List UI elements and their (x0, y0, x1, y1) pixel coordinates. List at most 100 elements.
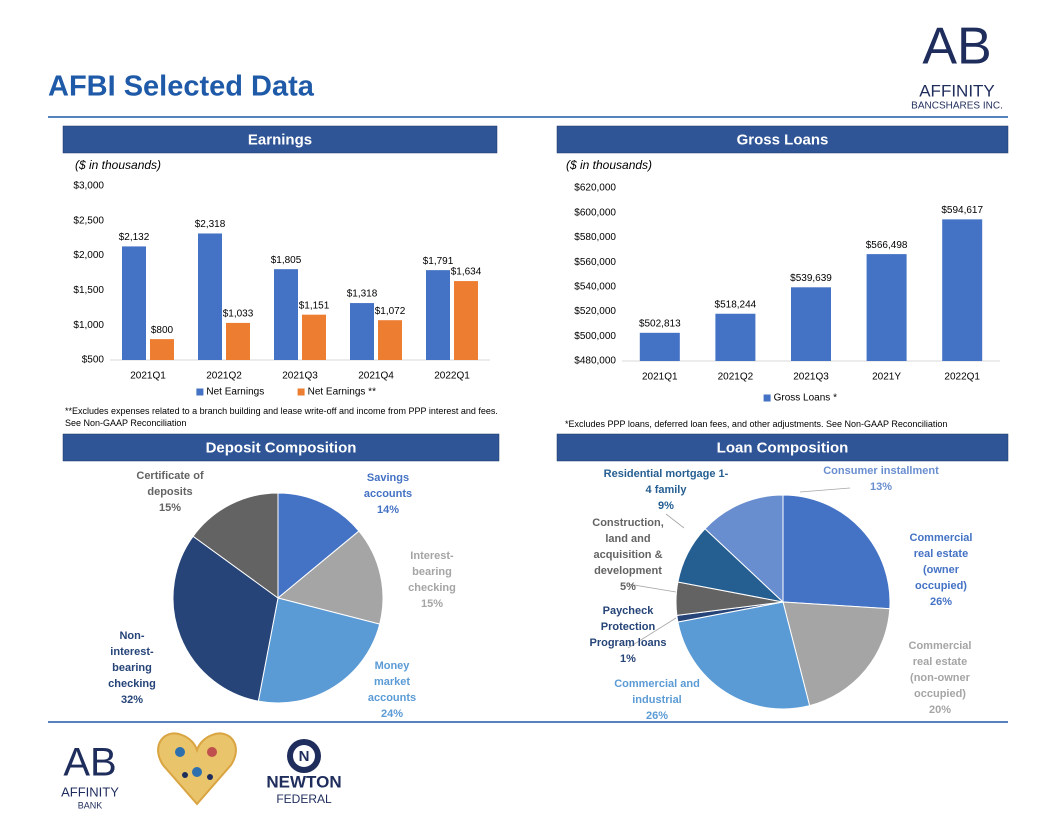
value-label: $502,813 (639, 318, 681, 329)
value-label: $2,318 (195, 219, 226, 230)
slice-value: 15% (420, 598, 444, 610)
x-tick-label: 2021Q3 (793, 372, 829, 383)
icon (182, 772, 188, 778)
slice-value: 5% (620, 581, 636, 593)
value-label: $1,805 (271, 255, 302, 266)
value-label: $1,033 (223, 309, 254, 320)
logo-sub: BANCSHARES INC. (911, 101, 1003, 112)
slice-value: 26% (645, 710, 669, 722)
bar (302, 314, 326, 360)
x-tick-label: 2021Q2 (718, 372, 754, 383)
y-tick-label: $500 (82, 355, 105, 366)
slice-value: 14% (376, 504, 400, 516)
slice-value: 32% (120, 694, 144, 706)
value-label: $518,244 (715, 299, 757, 310)
bar (198, 233, 222, 360)
page-title: AFBI Selected Data (48, 71, 315, 103)
slice-name: Commercial real estate (owner occupied) (909, 532, 973, 592)
bar (942, 219, 983, 361)
logo-name: NEWTON (266, 772, 341, 791)
section-title: Deposit Composition (206, 439, 357, 456)
x-tick-label: 2021Q3 (282, 371, 318, 382)
x-tick-label: 2021Q1 (642, 372, 678, 383)
pie-slice (192, 492, 279, 599)
section-title: Gross Loans (737, 131, 829, 148)
value-label: $594,617 (941, 205, 983, 216)
bar (378, 320, 402, 360)
slice-label: Non-interest-bearing checking 32% (102, 628, 162, 708)
pie-slice (277, 492, 360, 600)
bar (639, 332, 680, 361)
x-tick-label: 2022Q1 (434, 371, 470, 382)
logo-mark: N (299, 748, 310, 765)
section-header (556, 433, 1009, 462)
y-tick-label: $620,000 (574, 183, 616, 194)
legend-label: Net Earnings ** (308, 387, 376, 398)
slice-value: 15% (158, 502, 182, 514)
y-tick-label: $1,000 (73, 320, 104, 331)
slice-value: 20% (928, 704, 952, 716)
leader-line (627, 617, 677, 649)
slice-label: Money market accounts 24% (362, 658, 422, 722)
value-label: $1,634 (451, 267, 482, 278)
value-label: $1,791 (423, 256, 454, 267)
pie-slice (257, 597, 381, 704)
slice-name: Interest-bearing checking (408, 550, 456, 594)
value-label: $539,639 (790, 273, 832, 284)
leader-line (627, 583, 677, 593)
bar (226, 322, 250, 360)
slice-name: Commercial real estate (non-owner occupi… (908, 640, 972, 700)
pie-slice (276, 530, 384, 625)
y-tick-label: $560,000 (574, 257, 616, 268)
slice-name: Construction, land and acquisition & dev… (592, 517, 664, 577)
x-tick-label: 2022Q1 (944, 372, 980, 383)
section-header (556, 125, 1009, 154)
slice-name: Certificate of deposits (136, 470, 204, 498)
bar (715, 313, 756, 361)
bar (454, 281, 478, 360)
logo-sub: BANK (78, 800, 103, 810)
legend-label: Gross Loans * (774, 393, 837, 404)
y-tick-label: $500,000 (574, 331, 616, 342)
icon (207, 747, 217, 757)
slice-label: Certificate of deposits 15% (130, 468, 210, 516)
legend-swatch (763, 394, 771, 402)
slice-label: Residential mortgage 1-4 family 9% (601, 466, 731, 514)
y-tick-label: $3,000 (73, 181, 104, 192)
pie-slice (704, 494, 784, 604)
slice-label: Commercial real estate (owner occupied) 2… (906, 530, 976, 610)
slice-value: 26% (929, 596, 953, 608)
logo-name: AFFINITY (919, 81, 995, 100)
slice-name: Commercial and industrial (614, 678, 700, 706)
icon (207, 774, 213, 780)
x-tick-label: 2021Y (872, 372, 901, 383)
value-label: $800 (151, 325, 174, 336)
bar (866, 254, 907, 361)
y-tick-label: $2,500 (73, 215, 104, 226)
value-label: $1,151 (299, 300, 330, 311)
footnote: *Excludes PPP loans, deferred loan fees,… (565, 419, 948, 429)
slice-value: 9% (658, 500, 674, 512)
heart-logo (157, 732, 237, 806)
bar (791, 287, 831, 361)
y-tick-label: $540,000 (574, 281, 616, 292)
slice-name: Savings accounts (363, 472, 413, 500)
pie-slice (677, 601, 811, 710)
slice-value: 13% (869, 481, 893, 493)
section-header (62, 125, 498, 154)
x-tick-label: 2021Q2 (206, 371, 242, 382)
slice-value: 1% (620, 653, 636, 665)
y-tick-label: $480,000 (574, 356, 616, 367)
value-label: $2,132 (119, 232, 150, 243)
bar (122, 246, 146, 360)
section-title: Earnings (248, 131, 312, 148)
slice-label: Interest-bearing checking 15% (402, 548, 462, 612)
footnote: **Excludes expenses related to a branch … (65, 406, 498, 428)
slice-name: Residential mortgage 1-4 family (603, 468, 729, 496)
slice-label: Paycheck Protection Program loans 1% (583, 603, 673, 667)
y-tick-label: $520,000 (574, 306, 616, 317)
chart-subtitle: ($ in thousands) (566, 158, 653, 172)
legend-swatch (196, 388, 204, 396)
